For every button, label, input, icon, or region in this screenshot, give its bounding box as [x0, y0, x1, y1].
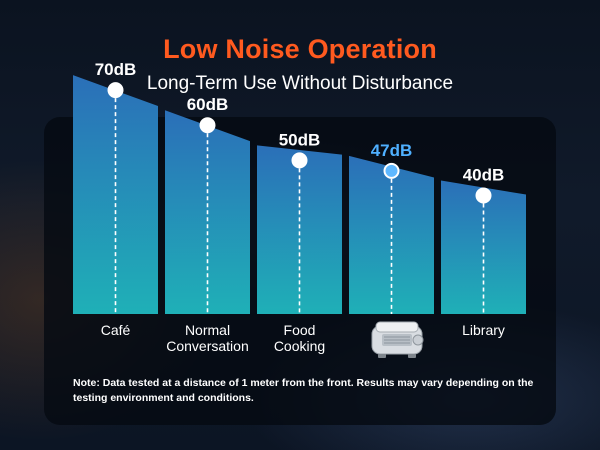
value-label-1: 70dB	[95, 60, 137, 79]
data-point-3	[291, 152, 308, 169]
data-point-1	[107, 82, 124, 99]
category-label-5: Library	[462, 322, 505, 338]
footnote: Note: Data tested at a distance of 1 met…	[73, 377, 534, 404]
category-label-2: Normal Conversation	[166, 322, 249, 354]
category-label-1: Café	[100, 322, 131, 338]
value-label-2: 60dB	[187, 95, 229, 114]
value-label-5: 40dB	[463, 165, 505, 184]
category-label-3: Food Cooking	[273, 322, 326, 354]
value-label-3: 50dB	[279, 130, 321, 149]
bar-1	[73, 75, 158, 314]
appliance-icon	[371, 321, 424, 358]
data-point-4	[383, 162, 400, 179]
page-title: Low Noise Operation	[163, 34, 437, 64]
value-label-4: 47dB	[371, 141, 413, 160]
bar-3	[257, 145, 342, 314]
page-subtitle: Long-Term Use Without Disturbance	[146, 73, 454, 94]
data-point-2	[199, 117, 216, 134]
data-point-5	[475, 187, 492, 204]
